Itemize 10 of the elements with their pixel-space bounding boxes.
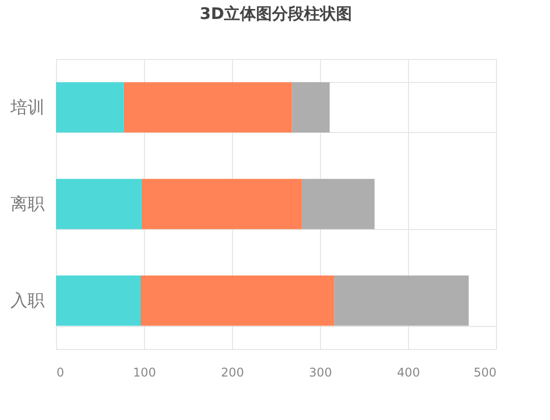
x-tick-label: 500 [474, 366, 496, 380]
x-tick-label: 200 [221, 366, 244, 380]
chart-title: 3D立体图分段柱状图 [200, 4, 352, 23]
y-tick-label: 离职 [10, 194, 44, 214]
y-tick-label: 培训 [10, 98, 44, 118]
x-tick-label: 100 [133, 366, 156, 380]
x-tick-label: 300 [309, 366, 332, 380]
x-tick-label: 0 [56, 366, 64, 380]
x-tick-label: 400 [397, 366, 420, 380]
y-tick-label: 入职 [10, 291, 44, 312]
